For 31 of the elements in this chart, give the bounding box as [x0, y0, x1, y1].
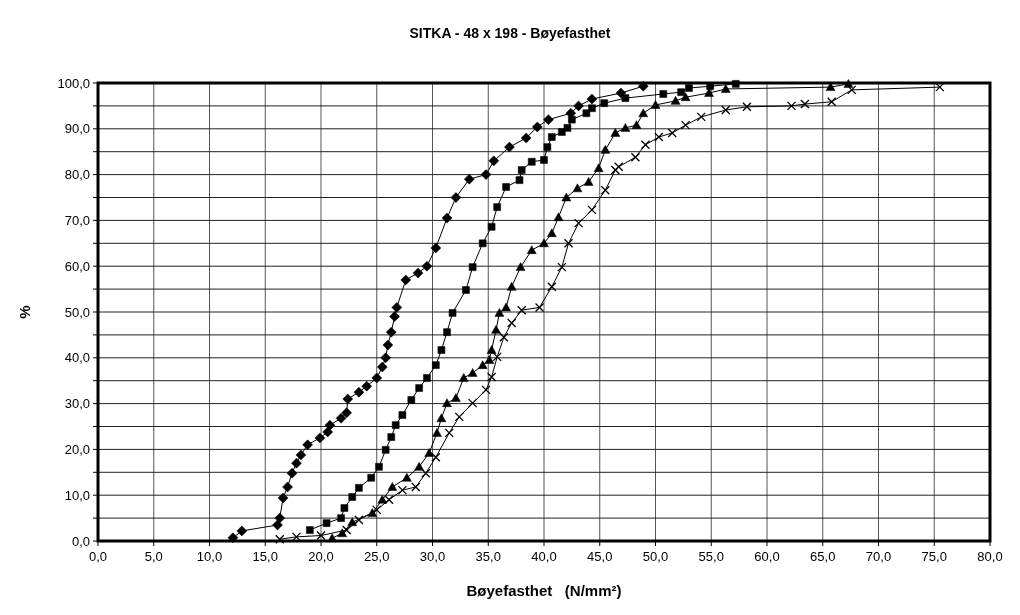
y-tick-label: 60,0 [64, 258, 90, 274]
x-tick-label: 40,0 [531, 549, 557, 564]
y-tick-label: 10,0 [64, 487, 90, 503]
x-tick-label: 15,0 [252, 549, 278, 564]
y-tick-label: 20,0 [64, 441, 90, 457]
y-tick-label: 40,0 [64, 350, 90, 366]
y-tick-label: 70,0 [64, 212, 90, 228]
x-axis-title: Bøyefasthet (N/mm²) [466, 582, 622, 599]
x-tick-label: 20,0 [308, 549, 334, 564]
y-tick-label: 80,0 [64, 167, 90, 183]
y-axis-title: % [16, 305, 33, 319]
x-tick-label: 45,0 [587, 549, 613, 564]
x-tick-label: 0,0 [88, 549, 108, 564]
y-tick-label: 30,0 [64, 396, 90, 412]
x-tick-label: 35,0 [475, 549, 501, 564]
y-tick-label: 100,0 [57, 75, 90, 91]
x-tick-label: 55,0 [698, 549, 724, 564]
chart-title: SITKA - 48 x 198 - Bøyefasthet [409, 25, 611, 41]
y-tick-label: 0,0 [71, 533, 90, 549]
x-tick-label: 10,0 [196, 549, 223, 564]
x-tick-label: 65,0 [810, 549, 836, 564]
x-tick-label: 80,0 [977, 549, 1003, 564]
x-tick-label: 5,0 [144, 549, 163, 564]
y-tick-label: 90,0 [64, 121, 90, 137]
y-tick-label: 50,0 [64, 304, 90, 320]
x-tick-label: 60,0 [754, 549, 780, 564]
x-tick-label: 50,0 [642, 549, 669, 564]
x-tick-label: 75,0 [921, 549, 947, 564]
x-tick-label: 70,0 [865, 549, 892, 564]
x-tick-label: 25,0 [364, 549, 390, 564]
x-tick-label: 30,0 [419, 549, 446, 564]
